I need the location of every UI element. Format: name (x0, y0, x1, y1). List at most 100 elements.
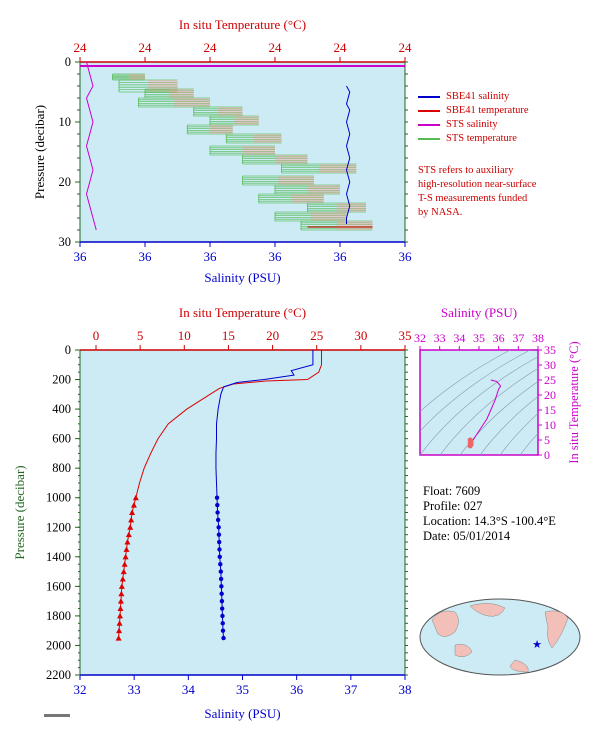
p-tick-label: 1000 (46, 491, 71, 505)
temperature-marker (130, 502, 137, 508)
temp-tick-label: 10 (178, 328, 191, 343)
temperature-marker (115, 635, 122, 641)
p-tick-label: 30 (59, 235, 72, 249)
sbe41-salinity-line (345, 85, 351, 224)
p-tick-label: 200 (52, 373, 71, 387)
salinity-marker (216, 532, 222, 537)
ts-temp-tick-label: 15 (544, 403, 556, 417)
p-tick-label: 1600 (46, 579, 71, 593)
sbe41-temperature-band (169, 89, 194, 98)
salinity-marker (217, 547, 222, 552)
note-line: high-resolution near-surface (418, 179, 537, 190)
temp-tick-label: 20 (266, 328, 279, 343)
density-contour (420, 350, 531, 432)
temp-tick-label: 24 (334, 40, 348, 55)
temperature-marker (116, 627, 123, 634)
temperature-marker (124, 539, 131, 545)
p-tick-label: 400 (52, 402, 71, 416)
p-tick-label: 1400 (46, 550, 71, 564)
sbe41-temperature-band (128, 74, 145, 80)
sal-tick-label: 36 (74, 249, 88, 264)
map-landmass (469, 603, 506, 617)
sal-tick-label: 33 (128, 682, 141, 697)
salinity-marker (214, 495, 220, 500)
temperature-marker (122, 553, 129, 560)
salinity-marker (220, 628, 226, 633)
ts-temp-tick-label: 10 (544, 418, 556, 432)
sbe41-temperature-band (210, 125, 233, 134)
temp-tick-label: 0 (93, 328, 100, 343)
salinity-marker (219, 598, 225, 604)
p-tick-label: 1200 (46, 520, 71, 534)
density-contour (479, 396, 538, 455)
temperature-marker (121, 561, 128, 567)
legend-item: SBE41 temperature (418, 104, 529, 118)
p-tick-label: 1800 (46, 609, 71, 623)
temp-tick-label: 24 (74, 40, 88, 55)
top-ylabel: Pressure (decibar) (32, 105, 47, 199)
p-tick-label: 0 (65, 55, 71, 69)
ts-temp-tick-label: 0 (544, 448, 550, 462)
world-map: ★ (419, 598, 581, 676)
ts-sal-tick-label: 38 (532, 331, 544, 345)
salinity-marker (219, 606, 225, 611)
temp-tick-label: 24 (269, 40, 283, 55)
salinity-marker (219, 591, 224, 596)
temperature-marker (120, 568, 127, 575)
ts-plot-area (419, 349, 539, 456)
sal-tick-label: 36 (334, 249, 348, 264)
salinity-marker (215, 510, 220, 515)
temp-tick-label: 5 (137, 328, 144, 343)
temp-tick-label: 15 (222, 328, 235, 343)
map-landmass (509, 659, 529, 673)
temperature-marker (125, 531, 132, 538)
temp-tick-label: 24 (204, 40, 218, 55)
sal-tick-label: 36 (269, 249, 283, 264)
p-tick-label: 600 (52, 432, 71, 446)
salinity-marker (218, 562, 223, 567)
temperature-marker (123, 546, 130, 552)
ts-ylabel: In situ Temperature (°C) (567, 341, 581, 463)
p-tick-label: 10 (59, 115, 72, 129)
density-contour (499, 412, 538, 455)
sbe41-temperature-band (275, 155, 308, 164)
ts-temp-tick-label: 5 (544, 433, 550, 447)
ts-title: Salinity (PSU) (441, 305, 517, 320)
temp-tick-label: 24 (399, 40, 413, 55)
ts-sal-tick-label: 35 (473, 331, 485, 345)
ts-deep-point (467, 437, 473, 443)
note-line: STS refers to auxiliary (418, 165, 514, 176)
sal-tick-label: 36 (290, 682, 304, 697)
main-plot-area (80, 350, 405, 675)
ts-sal-tick-label: 37 (512, 331, 524, 345)
profile-number: Profile: 027 (423, 499, 483, 513)
legend-item: SBE41 salinity (418, 90, 529, 104)
temperature-marker (118, 583, 125, 589)
ts-sal-tick-label: 32 (414, 331, 426, 345)
temperature-marker (127, 524, 134, 530)
sbe41-temperature-band (336, 221, 373, 230)
temperature-marker (117, 598, 124, 604)
ts-temp-tick-label: 20 (544, 388, 556, 402)
sal-tick-label: 36 (204, 249, 218, 264)
salinity-marker (220, 613, 225, 619)
salinity-marker (215, 517, 221, 523)
salinity-marker (216, 525, 221, 530)
sbe41-temperature-band (318, 164, 357, 173)
salinity-marker (218, 576, 224, 582)
legend-item: STS temperature (418, 132, 529, 146)
temperature-marker (128, 516, 135, 523)
sbe41-temperature-band (253, 134, 282, 143)
sal-tick-label: 32 (74, 682, 87, 697)
sal-tick-label: 36 (139, 249, 153, 264)
footer-stamp (44, 714, 70, 717)
main-xlabel: Salinity (PSU) (204, 706, 280, 721)
ts-sal-tick-label: 33 (434, 331, 446, 345)
temperature-marker (132, 494, 139, 501)
sbe41-temperature-band (336, 203, 366, 212)
legend: SBE41 salinity SBE41 temperature STS sal… (418, 90, 529, 146)
salinity-marker (217, 539, 222, 545)
sbe41-temperature-band (310, 212, 347, 221)
